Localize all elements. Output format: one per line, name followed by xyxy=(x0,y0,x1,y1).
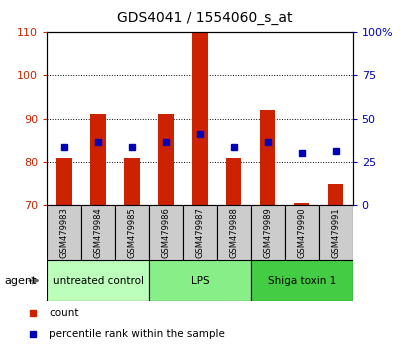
Bar xyxy=(226,158,241,205)
Text: GDS4041 / 1554060_s_at: GDS4041 / 1554060_s_at xyxy=(117,11,292,25)
Bar xyxy=(148,205,182,260)
Bar xyxy=(318,205,352,260)
Text: GSM479984: GSM479984 xyxy=(93,207,102,258)
Text: count: count xyxy=(49,308,79,318)
Text: LPS: LPS xyxy=(190,275,209,286)
Bar xyxy=(192,32,207,205)
Bar xyxy=(216,205,250,260)
Bar xyxy=(124,158,139,205)
Bar xyxy=(250,260,352,301)
Bar xyxy=(182,205,216,260)
Bar xyxy=(56,158,72,205)
Text: GSM479989: GSM479989 xyxy=(263,207,272,258)
Bar xyxy=(115,205,148,260)
Text: agent: agent xyxy=(4,275,36,286)
Text: GSM479986: GSM479986 xyxy=(161,207,170,258)
Text: percentile rank within the sample: percentile rank within the sample xyxy=(49,329,225,339)
Bar xyxy=(293,203,308,205)
Text: untreated control: untreated control xyxy=(52,275,143,286)
Bar xyxy=(250,205,284,260)
Text: GSM479987: GSM479987 xyxy=(195,207,204,258)
Bar xyxy=(327,184,342,205)
Bar xyxy=(284,205,318,260)
Text: GSM479985: GSM479985 xyxy=(127,207,136,258)
Bar xyxy=(47,260,148,301)
Bar xyxy=(259,110,275,205)
Bar xyxy=(81,205,115,260)
Bar xyxy=(47,205,81,260)
Text: GSM479990: GSM479990 xyxy=(297,207,306,258)
Bar xyxy=(158,114,173,205)
Text: Shiga toxin 1: Shiga toxin 1 xyxy=(267,275,335,286)
Bar xyxy=(148,260,250,301)
Text: GSM479991: GSM479991 xyxy=(330,207,339,258)
Text: GSM479983: GSM479983 xyxy=(59,207,68,258)
Bar xyxy=(90,114,106,205)
Text: GSM479988: GSM479988 xyxy=(229,207,238,258)
